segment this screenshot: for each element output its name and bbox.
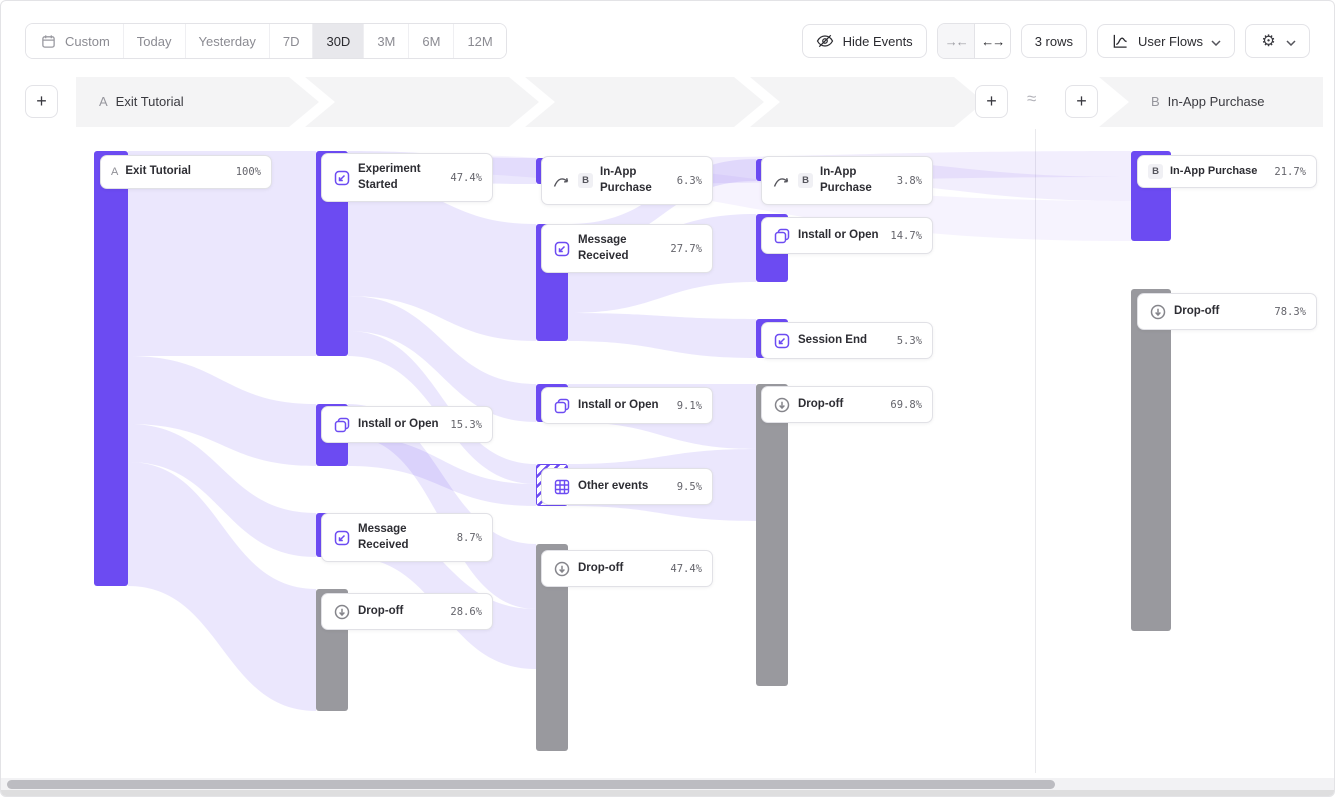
toolbar: Custom Today Yesterday 7D 30D 3M 6M 12M … xyxy=(1,23,1334,59)
add-step-flow-a-button[interactable]: + xyxy=(975,85,1008,118)
purchase-arrow-icon xyxy=(552,171,571,190)
experiment-icon xyxy=(332,168,351,187)
node-card-in-app-purchase[interactable]: B In-App Purchase 6.3% xyxy=(541,156,713,206)
flow-b-header: B In-App Purchase xyxy=(1151,94,1265,109)
chevron-down-icon xyxy=(1211,34,1221,49)
flow-b-chip: B xyxy=(1148,164,1163,179)
flow-header-band: A Exit Tutorial B In-App Purchase xyxy=(1,77,1334,127)
view-selector[interactable]: User Flows xyxy=(1096,24,1235,58)
add-flow-left-button[interactable]: + xyxy=(25,85,58,118)
node-card-b-drop-off[interactable]: Drop-off 78.3% xyxy=(1137,293,1317,330)
approx-icon: ≈ xyxy=(1027,89,1037,108)
range-today[interactable]: Today xyxy=(122,24,185,58)
node-card-install-or-open[interactable]: Install or Open 9.1% xyxy=(541,387,713,424)
node-a-badge: A xyxy=(111,165,119,178)
range-custom[interactable]: Custom xyxy=(26,24,123,58)
node-card-b-in-app-purchase[interactable]: B In-App Purchase 21.7% xyxy=(1137,155,1317,188)
user-flows-icon xyxy=(1111,32,1130,51)
horizontal-scrollbar[interactable] xyxy=(1,778,1334,791)
node-card-install-or-open[interactable]: Install or Open 15.3% xyxy=(321,406,493,443)
eye-off-icon xyxy=(816,32,835,51)
session-end-icon xyxy=(772,331,791,350)
plus-icon: + xyxy=(986,91,997,111)
flow-b-chip: B xyxy=(798,173,813,189)
settings-menu-button[interactable]: ⚙ xyxy=(1245,24,1310,58)
node-bar-b-drop-off[interactable] xyxy=(1131,289,1171,631)
gear-icon: ⚙ xyxy=(1261,33,1276,50)
range-7d[interactable]: 7D xyxy=(268,24,313,58)
collapse-icon[interactable]: →← xyxy=(937,24,974,58)
flow-a-title: Exit Tutorial xyxy=(115,94,184,109)
node-card-message-received[interactable]: Message Received 8.7% xyxy=(321,513,493,563)
date-range-group: Custom Today Yesterday 7D 30D 3M 6M 12M xyxy=(25,23,507,59)
range-12m[interactable]: 12M xyxy=(453,24,506,58)
range-3m[interactable]: 3M xyxy=(363,24,409,58)
dropoff-icon xyxy=(332,602,351,621)
flow-a-badge: A xyxy=(99,94,108,109)
message-icon xyxy=(332,528,351,547)
install-icon xyxy=(772,226,791,245)
flows-divider xyxy=(1035,129,1036,773)
flow-b-title: In-App Purchase xyxy=(1167,94,1265,109)
dropoff-icon xyxy=(772,395,791,414)
flow-b-badge: B xyxy=(1151,94,1160,109)
node-card-drop-off[interactable]: Drop-off 69.8% xyxy=(761,386,933,423)
node-bar-exit-tutorial[interactable] xyxy=(94,151,128,586)
node-card-drop-off[interactable]: Drop-off 47.4% xyxy=(541,550,713,587)
collapse-expand-toggle: →← ←→ xyxy=(936,23,1011,59)
range-6m[interactable]: 6M xyxy=(408,24,454,58)
node-card-in-app-purchase[interactable]: B In-App Purchase 3.8% xyxy=(761,156,933,206)
flow-a-header: A Exit Tutorial xyxy=(99,94,184,109)
rows-button[interactable]: 3 rows xyxy=(1020,24,1087,58)
expand-icon[interactable]: ←→ xyxy=(973,24,1010,58)
plus-icon: + xyxy=(36,91,47,111)
node-card-install-or-open[interactable]: Install or Open 14.7% xyxy=(761,217,933,254)
purchase-arrow-icon xyxy=(772,171,791,190)
range-label: Custom xyxy=(65,33,110,49)
node-card-experiment-started[interactable]: Experiment Started 47.4% xyxy=(321,153,493,203)
plus-icon: + xyxy=(1076,91,1087,111)
flow-b-chip: B xyxy=(578,173,593,189)
node-card-session-end[interactable]: Session End 5.3% xyxy=(761,322,933,359)
grid-icon xyxy=(552,477,571,496)
toolbar-right: Hide Events →← ←→ 3 rows User Flows xyxy=(801,23,1310,59)
node-card-drop-off[interactable]: Drop-off 28.6% xyxy=(321,593,493,630)
add-step-flow-b-button[interactable]: + xyxy=(1065,85,1098,118)
chevron-down-icon xyxy=(1286,34,1296,49)
window-bottom-edge xyxy=(1,790,1334,796)
message-icon xyxy=(552,239,571,258)
node-bar-drop-off[interactable] xyxy=(756,384,788,686)
node-card-message-received[interactable]: Message Received 27.7% xyxy=(541,224,713,274)
dropoff-icon xyxy=(552,559,571,578)
scrollbar-thumb[interactable] xyxy=(7,780,1055,789)
node-card-exit-tutorial[interactable]: A Exit Tutorial 100% xyxy=(100,155,272,189)
band-shapes xyxy=(76,77,1323,127)
install-icon xyxy=(332,415,351,434)
range-yesterday[interactable]: Yesterday xyxy=(184,24,269,58)
install-icon xyxy=(552,396,571,415)
range-30d[interactable]: 30D xyxy=(312,24,364,58)
calendar-icon xyxy=(39,32,58,51)
node-card-other-events[interactable]: Other events 9.5% xyxy=(541,468,713,505)
hide-events-button[interactable]: Hide Events xyxy=(801,24,927,58)
dropoff-icon xyxy=(1148,302,1167,321)
